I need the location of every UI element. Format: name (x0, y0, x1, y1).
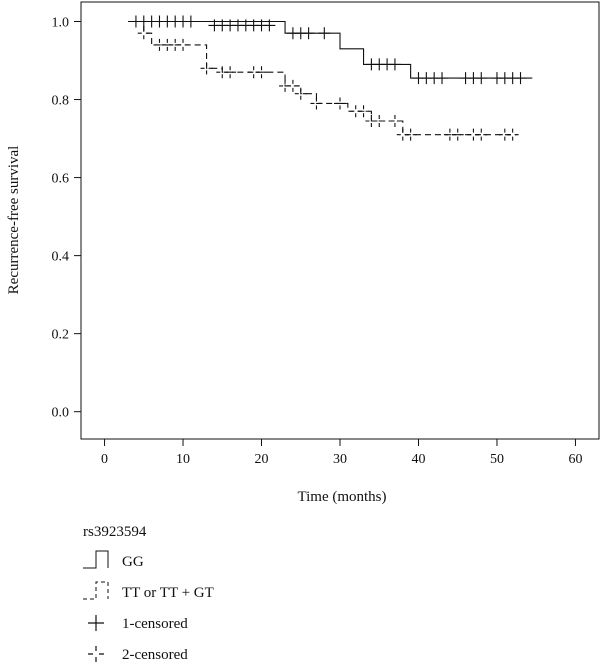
censor-mark (373, 115, 386, 128)
censor-mark (310, 97, 323, 110)
y-tick-label: 0.2 (52, 328, 70, 343)
censor-mark (357, 105, 370, 118)
series-0 (128, 15, 533, 85)
censor-mark (475, 128, 488, 141)
censor-mark (388, 115, 401, 128)
legend-item-2-censored: 2-censored (88, 646, 188, 663)
censor-mark (506, 128, 519, 141)
x-tick-label: 50 (490, 452, 504, 467)
y-tick-label: 0.4 (52, 250, 70, 265)
x-tick-label: 20 (255, 452, 269, 467)
legend-cross-solid-icon (88, 615, 104, 631)
censor-mark (294, 87, 307, 100)
legend: rs3923594 GG TT or TT + GT 1-censored 2-… (83, 524, 214, 663)
x-tick-label: 40 (411, 452, 425, 467)
km-curve-1 (128, 20, 517, 136)
censor-mark (475, 72, 488, 85)
censor-mark (184, 15, 197, 28)
legend-item-gg: GG (83, 550, 144, 570)
plot-frame (80, 1, 600, 440)
x-tick-label: 10 (176, 452, 190, 467)
legend-label-2-censored: 2-censored (122, 647, 188, 663)
legend-cross-dashed-icon (88, 646, 104, 662)
censor-mark (302, 27, 315, 40)
legend-step-dashed-icon (83, 581, 109, 600)
censor-mark (388, 58, 401, 71)
y-tick-label: 0.0 (52, 406, 70, 421)
y-tick-label: 0.8 (52, 94, 70, 109)
legend-step-solid-icon (83, 550, 109, 569)
censor-mark (286, 79, 299, 92)
legend-label-1-censored: 1-censored (122, 616, 188, 632)
x-axis: 0 10 20 30 40 50 60 (101, 439, 582, 467)
x-tick-label: 60 (568, 452, 582, 467)
y-tick-label: 0.6 (52, 172, 70, 187)
censor-mark (404, 128, 417, 141)
x-tick-label: 0 (101, 452, 108, 467)
y-tick-label: 1.0 (52, 16, 70, 31)
censor-mark (200, 62, 213, 75)
legend-label-tt: TT or TT + GT (122, 585, 214, 601)
legend-item-1-censored: 1-censored (88, 615, 188, 632)
censor-mark (137, 27, 150, 40)
legend-title: rs3923594 (83, 524, 147, 540)
legend-item-tt: TT or TT + GT (83, 581, 214, 601)
y-axis-title: Recurrence-free survival (6, 146, 22, 295)
censor-mark (177, 38, 190, 51)
censor-mark (436, 72, 449, 85)
x-axis-title: Time (months) (297, 489, 386, 505)
x-tick-label: 30 (333, 452, 347, 467)
censor-mark (224, 66, 237, 79)
censor-mark (263, 19, 276, 32)
km-curve-0 (128, 20, 533, 79)
censor-mark (451, 128, 464, 141)
censor-mark (514, 72, 527, 85)
censor-mark (318, 27, 331, 40)
censor-mark (334, 97, 346, 110)
censor-mark (255, 66, 268, 79)
y-axis: 0.0 0.2 0.4 0.6 0.8 1.0 (52, 16, 81, 421)
series-layer (128, 15, 533, 141)
legend-label-gg: GG (122, 554, 144, 570)
series-1 (128, 20, 519, 141)
